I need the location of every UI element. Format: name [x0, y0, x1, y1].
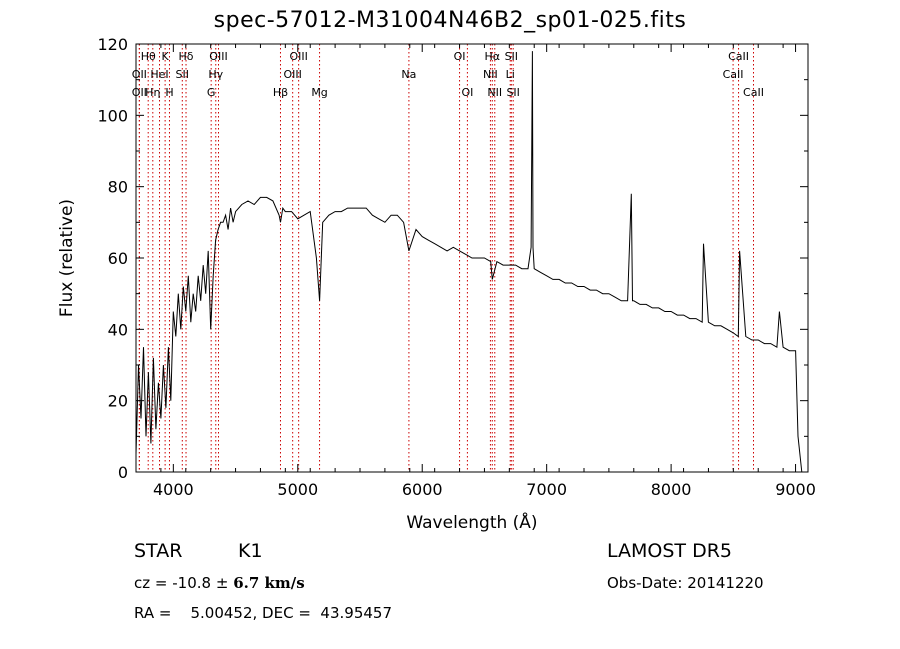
y-tick-label-100: 100	[97, 106, 128, 125]
marker-label-3: Hη	[145, 86, 160, 99]
marker-label-21: NII	[487, 86, 502, 99]
marker-label-2: Hθ	[141, 50, 156, 63]
object-class: STAR	[134, 540, 183, 562]
marker-label-25: CaII	[723, 68, 744, 81]
marker-label-14: OIII	[289, 50, 307, 63]
y-tick-label-60: 60	[108, 249, 128, 268]
x-tick-label-8000: 8000	[651, 480, 692, 499]
coordinates: RA = 5.00452, DEC = 43.95457	[134, 604, 392, 622]
y-tick-label-0: 0	[118, 463, 128, 482]
marker-label-4: HeI	[150, 68, 168, 81]
marker-label-26: CaII	[728, 50, 749, 63]
cz-plus-minus: ±	[215, 574, 229, 592]
marker-label-0: OII	[132, 68, 147, 81]
marker-label-16: Na	[401, 68, 416, 81]
marker-label-8: Hδ	[179, 50, 194, 63]
spectrum-line	[135, 51, 803, 473]
marker-label-18: OI	[461, 86, 473, 99]
obs-date: Obs-Date: 20141220	[607, 574, 764, 592]
x-tick-label-5000: 5000	[277, 480, 318, 499]
marker-label-24: SII	[506, 86, 519, 99]
cz-label: cz =	[134, 574, 168, 592]
line-markers	[138, 44, 754, 472]
line-marker-labels: OIIOIIHθHηHeIKHSIIHδGHγOIIIHβOIIIOIIIMgN…	[132, 50, 764, 99]
x-tick-label-4000: 4000	[153, 480, 194, 499]
marker-label-9: G	[207, 86, 216, 99]
subclass: K1	[238, 540, 263, 562]
y-tick-label-20: 20	[108, 392, 128, 411]
chart-title: spec-57012-M31004N46B2_sp01-025.fits	[213, 8, 687, 33]
cz-value: -10.8	[172, 574, 212, 592]
x-axis-label: Wavelength (Å)	[406, 511, 537, 533]
y-tick-label-40: 40	[108, 320, 128, 339]
marker-label-13: OIII	[283, 68, 301, 81]
marker-label-6: H	[165, 86, 173, 99]
marker-label-19: NII	[483, 68, 498, 81]
x-tick-label-6000: 6000	[402, 480, 443, 499]
marker-label-12: Hβ	[273, 86, 288, 99]
x-tick-label-7000: 7000	[526, 480, 567, 499]
marker-label-22: Li	[506, 68, 515, 81]
marker-label-5: K	[162, 50, 170, 63]
redshift-text: cz = -10.8 ± 6.7 km/s	[134, 574, 305, 592]
spectrum-line-group	[135, 51, 803, 473]
marker-label-10: Hγ	[208, 68, 223, 81]
marker-label-27: CaII	[743, 86, 764, 99]
marker-label-11: OIII	[209, 50, 227, 63]
marker-label-17: OI	[454, 50, 466, 63]
marker-label-15: Mg	[311, 86, 327, 99]
x-axis-ticks: 4000 5000 6000 7000 8000 9000	[135, 44, 816, 499]
y-tick-label-80: 80	[108, 178, 128, 197]
y-tick-label-120: 120	[97, 35, 128, 54]
cz-error: 6.7 km/s	[233, 574, 305, 592]
survey-name: LAMOST DR5	[607, 540, 732, 562]
y-axis-ticks: 0 20 40 60 80 100 120	[97, 35, 808, 482]
x-tick-label-9000: 9000	[775, 480, 816, 499]
marker-label-23: SII	[505, 50, 518, 63]
marker-label-20: Hα	[485, 50, 501, 63]
marker-label-7: SII	[176, 68, 189, 81]
y-axis-label: Flux (relative)	[57, 199, 77, 317]
